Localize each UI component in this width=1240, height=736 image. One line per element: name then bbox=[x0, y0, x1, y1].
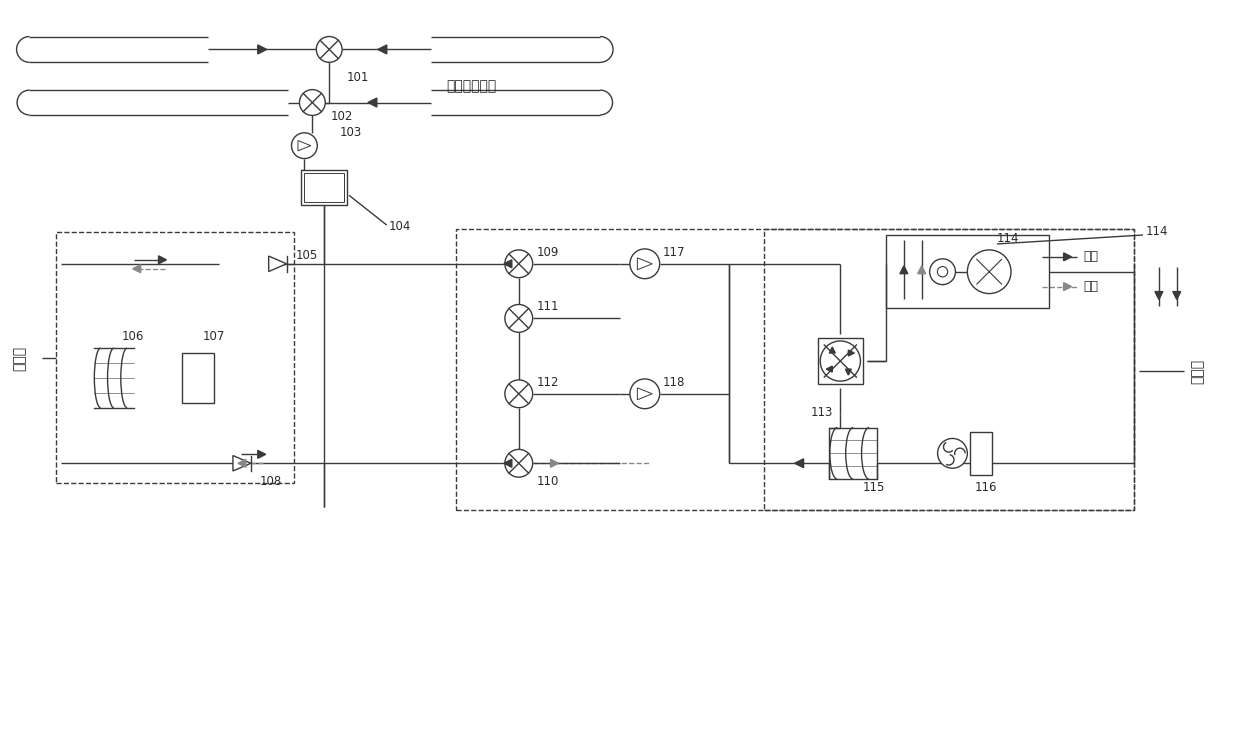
Circle shape bbox=[937, 266, 947, 277]
Text: 117: 117 bbox=[662, 246, 686, 259]
Text: 112: 112 bbox=[537, 376, 559, 389]
Polygon shape bbox=[258, 450, 265, 459]
Polygon shape bbox=[159, 256, 166, 263]
Text: 118: 118 bbox=[662, 376, 684, 389]
Text: 101: 101 bbox=[347, 71, 370, 84]
Bar bbox=[182, 353, 215, 403]
Bar bbox=[885, 235, 1049, 308]
Text: 105: 105 bbox=[295, 249, 317, 262]
Polygon shape bbox=[795, 459, 804, 468]
Polygon shape bbox=[846, 369, 852, 375]
Polygon shape bbox=[637, 258, 652, 270]
Circle shape bbox=[967, 250, 1011, 294]
Text: 室内机: 室内机 bbox=[12, 345, 26, 371]
Circle shape bbox=[820, 341, 861, 381]
Polygon shape bbox=[503, 459, 512, 467]
Bar bbox=[301, 170, 347, 205]
Circle shape bbox=[630, 379, 660, 408]
Bar bbox=[764, 229, 1135, 510]
Circle shape bbox=[505, 305, 533, 332]
Circle shape bbox=[291, 132, 317, 158]
Text: 室外机: 室外机 bbox=[1190, 358, 1204, 383]
Text: 114: 114 bbox=[1146, 225, 1168, 238]
Circle shape bbox=[316, 37, 342, 63]
Text: 108: 108 bbox=[259, 475, 281, 488]
Polygon shape bbox=[298, 141, 311, 151]
Polygon shape bbox=[503, 260, 512, 268]
Polygon shape bbox=[900, 266, 908, 274]
Polygon shape bbox=[133, 265, 140, 273]
Polygon shape bbox=[848, 350, 854, 356]
Polygon shape bbox=[551, 459, 558, 467]
Text: 116: 116 bbox=[975, 481, 997, 494]
Circle shape bbox=[930, 259, 956, 285]
Text: 111: 111 bbox=[537, 300, 559, 314]
Polygon shape bbox=[1064, 283, 1071, 291]
Polygon shape bbox=[1154, 291, 1163, 300]
Text: 102: 102 bbox=[330, 110, 352, 124]
Text: 115: 115 bbox=[863, 481, 885, 494]
Polygon shape bbox=[368, 98, 377, 107]
Text: 114: 114 bbox=[997, 232, 1019, 245]
Circle shape bbox=[937, 439, 967, 468]
Circle shape bbox=[505, 380, 533, 408]
Text: 毛细管网回路: 毛细管网回路 bbox=[446, 79, 496, 93]
Bar bbox=[971, 431, 992, 475]
Text: 制热: 制热 bbox=[1084, 280, 1099, 293]
Polygon shape bbox=[238, 459, 246, 467]
Circle shape bbox=[299, 90, 325, 116]
Polygon shape bbox=[826, 366, 832, 372]
Polygon shape bbox=[918, 266, 926, 274]
Polygon shape bbox=[269, 256, 286, 272]
Text: 104: 104 bbox=[389, 220, 412, 233]
Bar bbox=[817, 339, 863, 384]
Text: 制冷: 制冷 bbox=[1084, 250, 1099, 263]
Bar bbox=[56, 232, 294, 483]
Circle shape bbox=[630, 249, 660, 279]
Text: 113: 113 bbox=[811, 406, 833, 419]
Bar bbox=[456, 229, 1135, 510]
Text: 106: 106 bbox=[122, 330, 144, 343]
Text: 103: 103 bbox=[340, 127, 362, 139]
Text: 109: 109 bbox=[537, 246, 559, 259]
Text: 110: 110 bbox=[537, 475, 559, 488]
Polygon shape bbox=[233, 456, 250, 471]
Text: 107: 107 bbox=[203, 330, 226, 343]
Polygon shape bbox=[1173, 291, 1180, 300]
Polygon shape bbox=[637, 388, 652, 400]
Polygon shape bbox=[378, 45, 387, 54]
Circle shape bbox=[505, 450, 533, 477]
Polygon shape bbox=[830, 347, 836, 353]
Bar bbox=[304, 173, 343, 202]
Polygon shape bbox=[1064, 253, 1071, 261]
Polygon shape bbox=[258, 45, 267, 54]
Circle shape bbox=[505, 250, 533, 277]
